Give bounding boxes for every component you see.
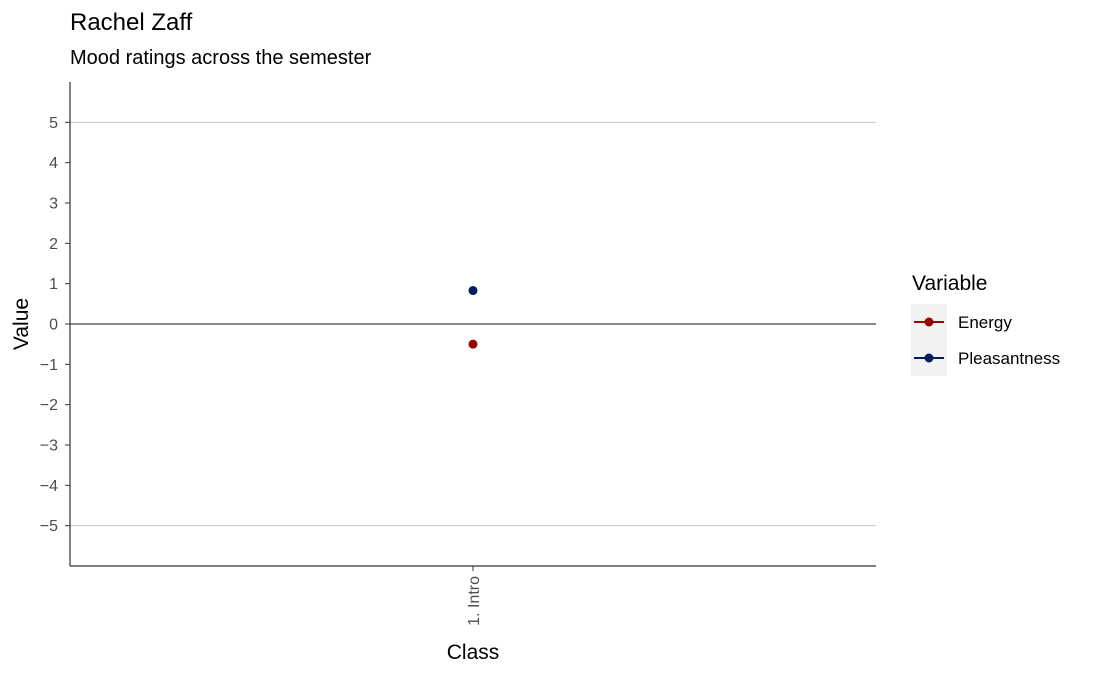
y-tick-label: 1 bbox=[49, 276, 58, 293]
y-tick-label: −4 bbox=[40, 478, 58, 495]
y-tick-label: 4 bbox=[49, 155, 58, 172]
legend-title: Variable bbox=[912, 272, 988, 295]
y-tick-label: −2 bbox=[40, 397, 58, 414]
y-tick-label: 3 bbox=[49, 196, 58, 213]
legend-key-point bbox=[924, 353, 934, 363]
x-tick-label: 1. Intro bbox=[466, 576, 483, 626]
data-point bbox=[468, 286, 478, 296]
plot-area: −5 −4 −3 −2 −1 0 1 2 3 4 5 1. Intro bbox=[40, 82, 876, 626]
legend-key-point bbox=[924, 317, 934, 327]
y-tick-label: 0 bbox=[49, 317, 58, 334]
y-tick-label: −5 bbox=[40, 518, 58, 535]
chart-title: Rachel Zaff bbox=[70, 9, 193, 36]
legend-label: Energy bbox=[958, 313, 1012, 332]
x-axis-title: Class bbox=[447, 641, 500, 664]
y-tick-label: −3 bbox=[40, 438, 58, 455]
legend-label: Pleasantness bbox=[958, 349, 1060, 368]
legend: Variable Energy Pleasantness bbox=[911, 272, 1060, 376]
y-tick-label: −1 bbox=[40, 357, 58, 374]
y-axis-title: Value bbox=[10, 298, 33, 350]
chart-subtitle: Mood ratings across the semester bbox=[70, 47, 372, 69]
data-point bbox=[468, 339, 478, 349]
y-tick-label: 5 bbox=[49, 115, 58, 132]
y-tick-label: 2 bbox=[49, 236, 58, 253]
